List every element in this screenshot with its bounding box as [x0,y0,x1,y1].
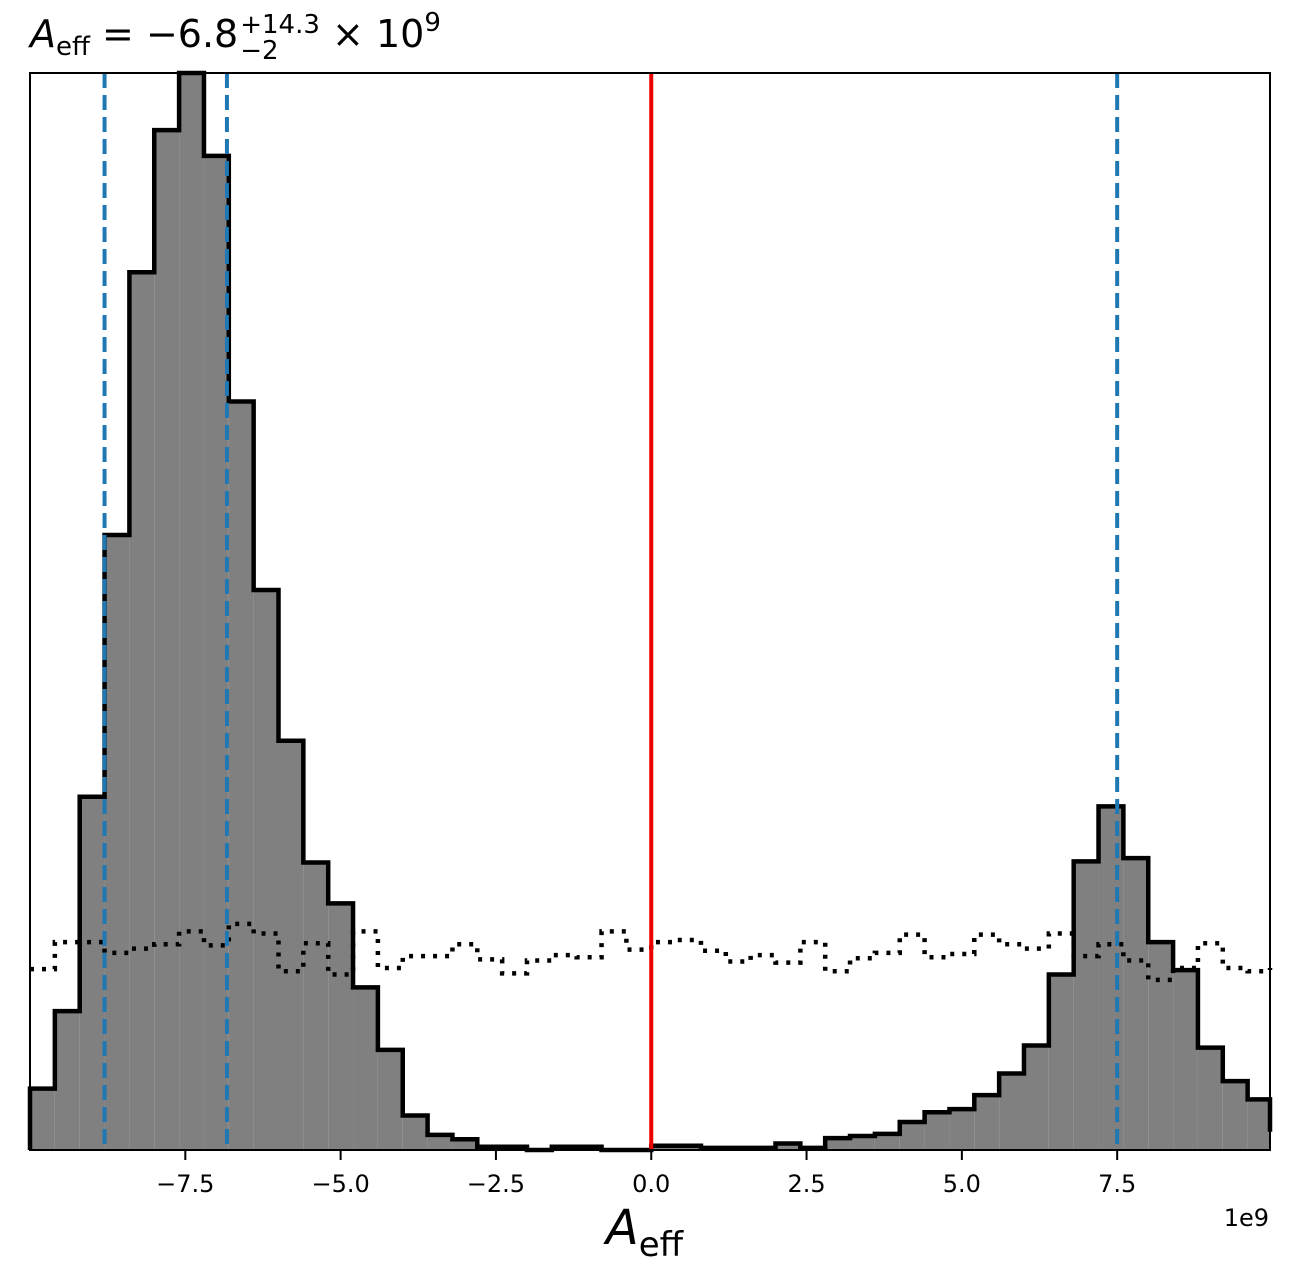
histogram-bar [1123,858,1149,1150]
title-times: × [332,12,364,56]
title-exponent: 9 [424,8,441,38]
histogram-bar [179,73,204,1150]
histogram-bar [1173,970,1198,1150]
title-error-scripts: +14.3 −2 [240,12,320,64]
x-axis-offset-label: 1e9 [1223,1204,1269,1232]
chart-title: Aeff = −6.8 +14.3 −2 × 109 [30,8,441,64]
histogram-bar [775,1143,801,1150]
histogram-bar [353,987,378,1150]
title-equals: = [102,12,134,56]
histogram-bar [377,1049,403,1150]
histogram-bar [30,1088,55,1150]
vertical-lines [102,73,1120,1150]
title-symbol: A [30,12,56,56]
histogram-bar [303,862,329,1150]
x-tick-label: 0.0 [632,1170,670,1198]
x-axis-label-subscript: eff [638,1225,684,1265]
histogram-bar [427,1134,453,1150]
histogram-bar [1048,974,1074,1150]
histogram-bar [402,1115,428,1150]
x-axis-ticks: −7.5 −5.0 −2.5 0.0 2.5 5.0 7.5 [156,1150,1136,1198]
title-symbol-subscript: eff [56,32,90,62]
histogram-bar [825,1138,851,1150]
histogram-bar [999,1073,1024,1150]
histogram-bar [924,1112,950,1150]
histogram-bar [949,1109,975,1150]
histogram-bar [452,1139,478,1150]
histogram-bar [1197,1047,1223,1150]
histogram-bar [129,272,155,1150]
title-upper-error: +14.3 [240,10,320,40]
x-tick-label: −2.5 [467,1170,525,1198]
title-value: −6.8 [145,12,239,56]
histogram-bar [899,1121,925,1150]
x-axis-label-symbol: A [605,1200,639,1256]
x-tick-label: −7.5 [156,1170,214,1198]
histogram-bar [278,740,304,1150]
histogram-bar [79,796,105,1150]
histogram-bar [104,535,130,1150]
histogram-bar [228,401,254,1150]
histogram-bar [253,589,279,1150]
histogram-bar [328,903,354,1150]
x-tick-label: 2.5 [787,1170,825,1198]
plot-frame [29,72,1271,1151]
x-tick-label: 5.0 [943,1170,981,1198]
histogram-bar [1098,806,1124,1150]
histogram-bar [1073,861,1099,1150]
histogram-bar [154,130,180,1150]
histogram-bar [1148,942,1174,1150]
histogram-bar [850,1135,875,1150]
title-lower-error: −2 [240,36,279,66]
histogram-bar [1222,1081,1248,1150]
x-tick-label: 7.5 [1098,1170,1136,1198]
histogram-bar [54,1011,80,1150]
x-axis-label: Aeff [0,1200,1289,1265]
histogram-bar [1023,1045,1049,1150]
x-tick-label: −5.0 [311,1170,369,1198]
histogram-bar [974,1095,1000,1150]
histogram-bar [1247,1099,1270,1150]
histogram-bars [27,70,1273,1153]
histogram-bar [874,1133,900,1150]
histogram-bar [203,155,229,1150]
title-base: 10 [375,12,425,56]
